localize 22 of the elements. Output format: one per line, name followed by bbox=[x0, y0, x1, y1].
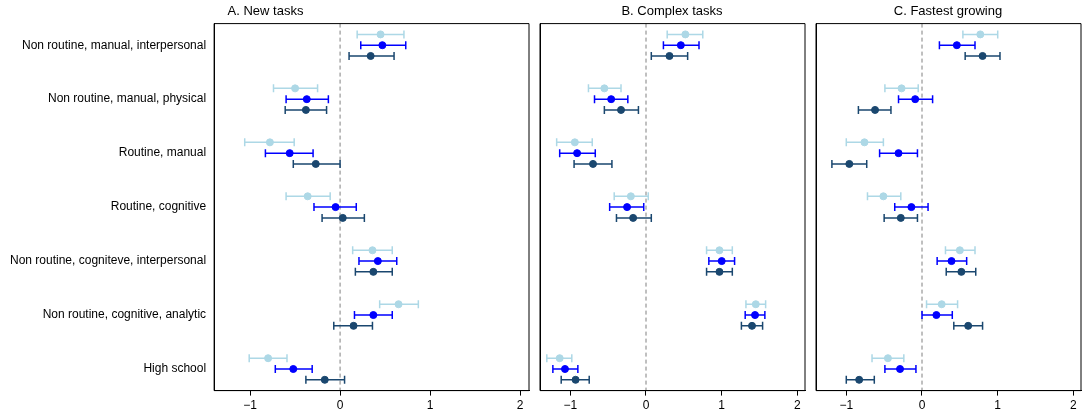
y-tick-label: Non routine, manual, interpersonal bbox=[22, 37, 207, 52]
x-tick-label: −1 bbox=[243, 398, 258, 413]
x-tick-label: 2 bbox=[1070, 398, 1078, 413]
x-tick-label: 2 bbox=[516, 398, 524, 413]
x-tick-label: 0 bbox=[336, 398, 344, 413]
x-tick-label: 2 bbox=[794, 398, 802, 413]
y-tick-label: Routine, manual bbox=[118, 145, 207, 160]
y-tick-label: Non routine, cogniteve, interpersonal bbox=[9, 253, 207, 268]
x-tick-label: 0 bbox=[918, 398, 926, 413]
x-tick-label: −1 bbox=[839, 398, 854, 413]
y-tick-label: Non routine, manual, physical bbox=[48, 91, 207, 106]
y-tick-label: Non routine, cognitive, analytic bbox=[42, 307, 207, 322]
x-tick-label: 1 bbox=[426, 398, 434, 413]
x-tick-label: 1 bbox=[718, 398, 726, 413]
y-tick-label: High school bbox=[143, 361, 207, 376]
y-tick-label: Routine, cognitive bbox=[110, 199, 207, 214]
x-tick-label: 0 bbox=[642, 398, 650, 413]
x-tick-label: 1 bbox=[994, 398, 1002, 413]
chart-title: C. Fastest growing bbox=[893, 3, 1003, 19]
chart-title: A. New tasks bbox=[227, 3, 304, 19]
x-tick-label: −1 bbox=[563, 398, 578, 413]
chart-title: B. Complex tasks bbox=[621, 3, 724, 19]
